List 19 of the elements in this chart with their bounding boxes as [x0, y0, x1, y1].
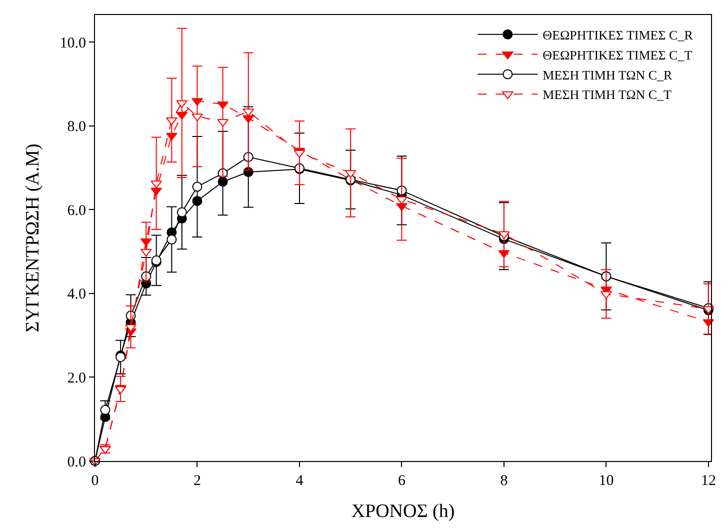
y-tick-label: 10.0: [60, 35, 86, 52]
y-tick-label: 8.0: [67, 119, 86, 136]
x-tick-label: 10: [598, 473, 614, 489]
x-tick-label: 6: [398, 473, 406, 489]
x-tick-label: 12: [700, 473, 716, 489]
y-tick-label: 0.0: [67, 454, 86, 470]
x-tick-label: 8: [500, 473, 508, 489]
y-tick-label: 4.0: [67, 286, 86, 303]
y-tick-label: 6.0: [67, 202, 86, 219]
legend-label: ΜΕΣΗ ΤΙΜΗ ΤΩΝ C_T: [542, 87, 672, 102]
y-tick-label: 2.0: [67, 370, 86, 386]
y-axis-title: ΣΥΓΚΕΝΤΡΩΣΗ (Α.Μ): [22, 144, 44, 332]
x-tick-label: 0: [91, 473, 99, 489]
x-axis-title: ΧΡΟΝΟΣ (h): [351, 500, 455, 522]
legend-label: ΘΕΩΡΗΤΙΚΕΣ ΤΙΜΕΣ C_T: [542, 47, 692, 62]
legend-label: ΜΕΣΗ ΤΙΜΗ ΤΩΝ C_R: [542, 67, 673, 82]
x-tick-label: 4: [296, 473, 304, 489]
x-tick-label: 2: [193, 473, 201, 489]
legend-label: ΘΕΩΡΗΤΙΚΕΣ ΤΙΜΕΣ C_R: [542, 27, 694, 42]
